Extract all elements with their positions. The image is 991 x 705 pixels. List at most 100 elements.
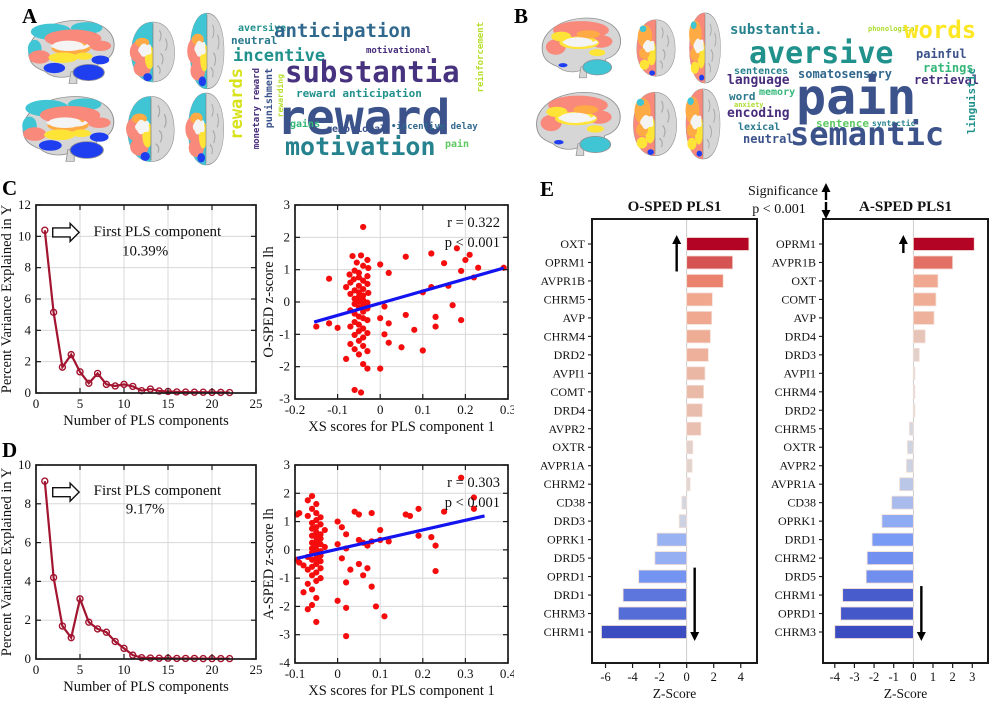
zscore-bar (654, 551, 688, 565)
scatter-point (398, 344, 405, 351)
scatter-point (364, 348, 371, 355)
zscore-bar (871, 532, 914, 547)
data-marker (67, 350, 75, 359)
zscore-bar (686, 292, 713, 307)
wordcloud-term: rewarding (276, 74, 285, 118)
scatter-point (364, 365, 371, 372)
x-tick-label: 0 (910, 670, 916, 684)
data-marker (85, 379, 93, 387)
zscore-bar (912, 347, 920, 362)
data-marker (102, 628, 111, 636)
scatter-point (347, 279, 354, 286)
y-tick-label: 2 (284, 485, 291, 500)
scatter-point (351, 386, 358, 394)
receptor-label: CHRM5 (544, 292, 585, 306)
scatter-point (355, 321, 362, 328)
scatter-point (313, 594, 320, 602)
panel-label-c: C (2, 176, 18, 200)
scatter-point (364, 565, 371, 572)
scatter-point (351, 346, 358, 353)
wordcloud-term: anxiety (734, 101, 764, 109)
wordcloud-term: aversive (238, 23, 287, 34)
wordcloud-term: linguistic (965, 68, 978, 135)
scatter-point (360, 360, 367, 368)
scatter-point (364, 256, 371, 264)
data-marker (120, 644, 128, 653)
y-tick-label: 12 (18, 197, 31, 212)
zscore-bar (866, 551, 914, 565)
zscore-bar (686, 329, 711, 344)
data-marker (76, 595, 84, 603)
wordcloud-term: semantic (790, 115, 945, 153)
zscore-bar (678, 514, 688, 529)
wordcloud-term: words (904, 16, 977, 44)
scatter-point (347, 290, 354, 298)
scatter-point (308, 556, 316, 563)
down-arrow-icon (821, 202, 831, 219)
panel-label-a: A (22, 4, 38, 28)
wordcloud-term: memory (759, 87, 796, 98)
scatter-point (304, 606, 311, 613)
y-tick-label: 4 (25, 573, 32, 588)
x-tick-label: 15 (162, 662, 175, 677)
wordcloud-term: anticipation (274, 20, 412, 42)
wordcloud-term: painful (916, 47, 967, 61)
brain-cor-view (636, 19, 676, 77)
x-tick-label: 15 (162, 396, 175, 411)
y-axis-label: Percent Variance Explained in Y (0, 467, 15, 656)
zscore-bar (656, 532, 688, 547)
scatter-point (381, 303, 388, 310)
scatter-point (304, 512, 311, 520)
receptor-label: CHRM1 (544, 625, 585, 639)
zscore-bar (686, 255, 734, 270)
x-tick-label: 1 (930, 670, 936, 684)
y-tick-label: 2 (25, 354, 32, 369)
wordcloud-term: •emotional (326, 124, 387, 135)
y-tick-label: 1 (284, 514, 291, 529)
receptor-label: OXT (560, 237, 585, 251)
y-tick-label: 10 (18, 228, 31, 243)
scatter-point (428, 250, 435, 257)
receptor-label: OPRD1 (547, 570, 585, 584)
y-axis-label: A-SPED z-score lh (262, 508, 277, 620)
zscore-bar (912, 255, 954, 270)
y-tick-label: 0 (25, 385, 32, 400)
scatter-plot-o-sped: -0.2 -0.1 0 0.1 0.2 0.3 -3 -2 -1 0 1 2 3 XS scores fo… (262, 197, 514, 435)
scatter-point (377, 365, 384, 372)
zscore-bar (912, 366, 916, 381)
annotation-value: 10.39% (122, 243, 168, 259)
receptor-label: CHRM5 (775, 422, 816, 436)
data-marker (67, 633, 75, 642)
zscore-bar (686, 403, 703, 418)
scatter-point (343, 633, 350, 640)
zscore-bar (834, 625, 914, 639)
zscore-bar (686, 440, 694, 455)
y-tick-label: 1 (284, 262, 291, 277)
data-marker (41, 226, 49, 234)
panel-label-d: D (2, 438, 18, 462)
scatter-point (415, 505, 422, 512)
scatter-point (343, 355, 350, 363)
scatter-point (321, 526, 328, 534)
scatter-point (458, 474, 465, 481)
trend-line (313, 266, 505, 324)
scatter-point (334, 541, 341, 548)
plot-box (35, 464, 257, 660)
scatter-point (317, 565, 324, 572)
scatter-point (428, 534, 435, 541)
receptor-label: CHRM3 (775, 625, 816, 639)
trend-line (296, 514, 485, 560)
x-tick-label: 2 (711, 670, 717, 684)
wordcloud-term: pain (796, 68, 917, 126)
scatter-point (304, 580, 311, 587)
brain-cor-view (126, 96, 175, 162)
y-tick-label: 4 (25, 322, 32, 337)
brain-axi-view (185, 92, 225, 166)
x-tick-label: 5 (77, 396, 84, 411)
scatter-point (338, 555, 345, 562)
scatter-point (432, 313, 439, 320)
x-tick-label: 0.2 (457, 402, 473, 417)
brain-axi-view (187, 12, 225, 90)
scatter-point (365, 289, 372, 297)
scatter-point (364, 317, 371, 324)
